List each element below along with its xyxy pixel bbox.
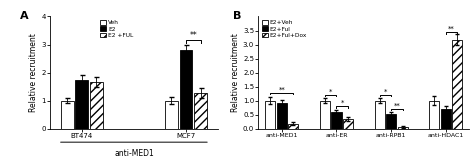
Bar	[180, 50, 192, 129]
Bar	[75, 80, 88, 129]
Y-axis label: Relative recruitment: Relative recruitment	[231, 33, 240, 112]
Text: **: **	[393, 102, 400, 109]
Text: **: **	[448, 26, 455, 32]
Bar	[90, 82, 103, 129]
Bar	[265, 101, 275, 129]
Text: *: *	[340, 100, 344, 106]
Legend: E2+Veh, E2+Ful, E2+Ful+Dox: E2+Veh, E2+Ful, E2+Ful+Dox	[261, 19, 307, 39]
Bar	[374, 101, 385, 129]
Bar	[429, 101, 439, 129]
Text: B: B	[233, 11, 241, 21]
Bar	[194, 93, 207, 129]
Bar	[288, 124, 299, 129]
Bar	[441, 109, 451, 129]
Bar	[398, 127, 408, 129]
Text: **: **	[190, 31, 197, 40]
Bar	[320, 101, 330, 129]
Bar	[331, 112, 342, 129]
Text: **: **	[279, 86, 285, 93]
Bar	[165, 101, 178, 129]
Bar	[386, 114, 396, 129]
Text: *: *	[383, 88, 387, 95]
Text: *: *	[329, 88, 332, 95]
Legend: Veh, E2, E2 +FUL: Veh, E2, E2 +FUL	[100, 19, 134, 39]
Bar	[343, 119, 353, 129]
Bar	[452, 39, 462, 129]
Text: A: A	[19, 11, 28, 21]
Text: anti-MED1: anti-MED1	[114, 149, 154, 158]
Bar	[61, 101, 73, 129]
Bar	[277, 103, 287, 129]
Y-axis label: Relative recruitment: Relative recruitment	[29, 33, 38, 112]
